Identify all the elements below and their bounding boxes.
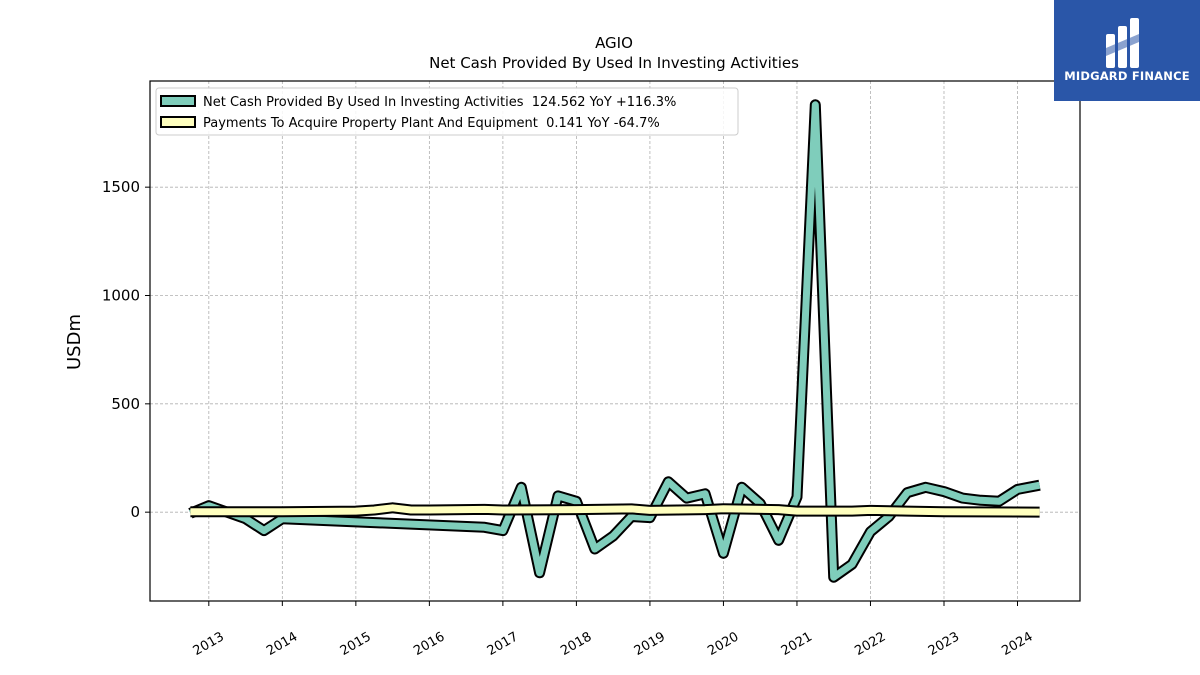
x-tick-label: 2021 — [779, 629, 815, 659]
plot-area — [188, 99, 1041, 583]
x-tick-label: 2013 — [191, 629, 227, 659]
legend-label: Payments To Acquire Property Plant And E… — [203, 116, 660, 131]
x-tick-label: 2020 — [705, 629, 741, 659]
plot-frame — [149, 80, 1081, 602]
x-tick-label: 2023 — [926, 629, 962, 659]
x-tick-label: 2018 — [558, 629, 594, 659]
legend-swatch — [160, 95, 196, 107]
series-2-line — [190, 504, 1040, 516]
y-tick-label: 500 — [111, 395, 140, 413]
chart-subtitle: Net Cash Provided By Used In Investing A… — [429, 54, 799, 72]
legend-swatch — [160, 116, 196, 128]
legend-box — [155, 87, 739, 136]
x-tick-label: 2019 — [632, 629, 668, 659]
x-tick-label: 2014 — [264, 629, 300, 659]
logo-text: MIDGARD FINANCE — [1064, 69, 1190, 83]
midgard-logo-icon — [1106, 18, 1139, 68]
series-1-line — [189, 101, 1041, 581]
x-tick-label: 2017 — [485, 629, 521, 659]
y-tick-label: 0 — [130, 503, 140, 521]
x-tick-label: 2016 — [411, 629, 447, 659]
legend: Net Cash Provided By Used In Investing A… — [155, 87, 739, 136]
legend-label: Net Cash Provided By Used In Investing A… — [203, 95, 676, 110]
x-tick-label: 2022 — [852, 629, 888, 659]
x-tick-label: 2015 — [338, 629, 374, 659]
x-tick-label: 2024 — [999, 629, 1035, 659]
y-tick-label: 1500 — [102, 178, 140, 196]
chart-title: AGIO — [595, 34, 633, 52]
midgard-finance-logo: MIDGARD FINANCE — [1054, 0, 1200, 101]
axis-ticks: 2013 2014 2015 2016 2017 2018 2019 2020 2021 2022… — [102, 178, 1036, 659]
y-tick-label: 1000 — [102, 287, 140, 305]
y-axis-label: USDm — [64, 314, 85, 370]
